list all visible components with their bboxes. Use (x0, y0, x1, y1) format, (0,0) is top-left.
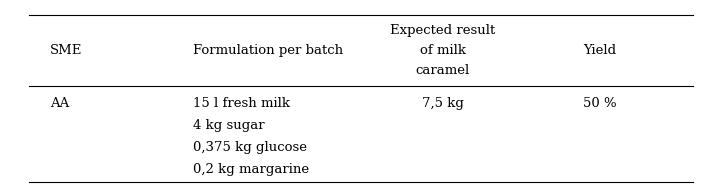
Text: 15 l fresh milk: 15 l fresh milk (193, 97, 290, 110)
Text: 50 %: 50 % (583, 97, 617, 110)
Text: Expected result: Expected result (390, 24, 496, 37)
Text: SME: SME (50, 44, 82, 57)
Text: 4 kg sugar: 4 kg sugar (193, 119, 264, 132)
Text: AA: AA (50, 97, 69, 110)
Text: of milk: of milk (420, 44, 466, 57)
Text: 7,5 kg: 7,5 kg (422, 97, 463, 110)
Text: Yield: Yield (583, 44, 616, 57)
Text: Formulation per batch: Formulation per batch (193, 44, 343, 57)
Text: 0,2 kg margarine: 0,2 kg margarine (193, 163, 309, 176)
Text: 0,375 kg glucose: 0,375 kg glucose (193, 141, 307, 154)
Text: caramel: caramel (416, 64, 470, 77)
